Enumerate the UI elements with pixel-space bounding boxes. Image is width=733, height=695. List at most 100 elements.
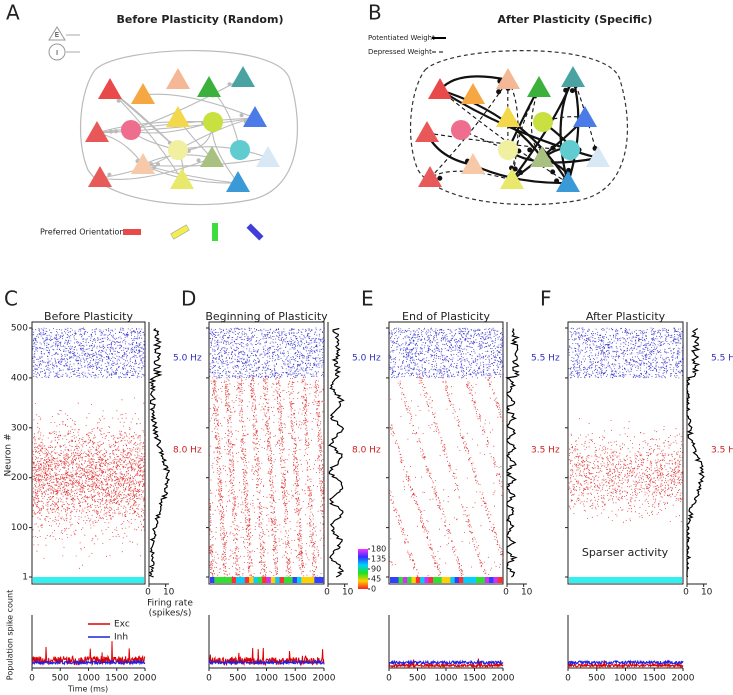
excitatory-neuron: [500, 168, 524, 189]
exc-rate: 8.0 Hz: [173, 446, 202, 456]
y-tick-label: 400: [11, 373, 28, 383]
network-outline: [409, 50, 629, 206]
excitatory-neuron: [200, 146, 224, 167]
x-tick-label: 1000: [435, 674, 458, 684]
x-tick-label: 10: [163, 588, 175, 598]
orientation-strip: [314, 577, 319, 583]
orientation-strip: [270, 577, 276, 583]
orientation-strip: [249, 577, 254, 583]
legend-text: Depressed Weight: [368, 48, 432, 56]
rate-trace: [505, 328, 521, 578]
inh-pop-trace: [31, 659, 146, 666]
orientation-strip: [497, 577, 503, 583]
orientation-strip: [266, 577, 272, 583]
orientation-strip: [288, 577, 293, 583]
synapse: [527, 147, 533, 153]
orientation-strip: [463, 577, 468, 583]
synapse: [156, 162, 160, 167]
y-tick-label: 300: [11, 423, 28, 433]
orientation-strip: [484, 577, 490, 583]
panel-title: End of Plasticity: [402, 310, 490, 323]
orientation-strip: [467, 577, 473, 583]
inh-pop-trace: [208, 659, 325, 666]
orientation-label: Preferred Orientation: [40, 228, 124, 237]
panel-label: B: [368, 1, 382, 25]
exc-spikes: [389, 377, 504, 578]
x-tick-label: 1500: [463, 674, 486, 684]
orientation-strip: [424, 577, 430, 583]
x-tick-label: 0: [565, 674, 571, 684]
x-tick-label: 500: [52, 674, 69, 684]
inh-pop-trace: [388, 659, 504, 666]
legend-text: Potentiated Weight: [368, 34, 435, 42]
orientation-strip: [493, 577, 498, 583]
synapse: [518, 170, 524, 176]
exc-rate: 3.5 Hz: [531, 446, 560, 456]
orientation-strip: [390, 577, 395, 583]
orientation-strip: [218, 577, 224, 583]
inh-spikes: [32, 327, 146, 379]
excitatory-neuron: [496, 68, 520, 89]
rate-x-label: Firing rate: [147, 599, 193, 609]
orientation-bar: [170, 224, 190, 240]
network: [409, 50, 629, 206]
inhibitory-neuron: [451, 120, 471, 140]
rate-trace: [686, 327, 705, 578]
inh-rate: 5.5 Hz: [711, 354, 733, 364]
orientation-strip: [279, 577, 285, 583]
x-tick-label: 0: [386, 674, 392, 684]
raster-frame: [567, 321, 684, 585]
legend-circle: [48, 43, 66, 61]
exc-spikes: [209, 377, 325, 578]
synapse: [566, 167, 572, 173]
excitatory-neuron: [88, 166, 112, 187]
orientation-strip: [244, 577, 250, 583]
x-tick-label: 1000: [255, 674, 278, 684]
raster-frame: [208, 321, 325, 585]
panel-title: Beginning of Plasticity: [205, 310, 328, 323]
orientation-bar: [123, 229, 141, 235]
orientation-strip: [305, 577, 311, 583]
colorbar-label: 45: [371, 575, 381, 584]
x-tick-label: 0: [29, 674, 35, 684]
panel-title: Before Plasticity (Random): [117, 13, 284, 26]
orientation-strip: [236, 577, 241, 583]
exc-pop-trace: [567, 660, 684, 669]
legend-triangle: [48, 26, 66, 41]
rate-trace: [328, 327, 345, 578]
exc-spikes: [568, 418, 684, 523]
excitatory-neuron: [85, 121, 109, 142]
rate-trace: [148, 328, 170, 578]
orientation-strip: [398, 577, 404, 583]
x-tick-label: 2000: [313, 674, 336, 684]
orientation-strip: [471, 577, 477, 583]
synapse: [569, 88, 575, 94]
orientation-strip: [489, 577, 494, 583]
synapse: [227, 82, 232, 87]
orientation-strip: [441, 577, 447, 583]
exc-rate: 3.5 Hz: [711, 446, 733, 456]
excitatory-neuron: [461, 153, 485, 174]
excitatory-neuron: [428, 78, 452, 99]
x-tick-label: 500: [409, 674, 426, 684]
colorbar-label: 90: [371, 565, 381, 574]
raster-frame: [388, 321, 504, 585]
exc-pop-trace: [388, 658, 504, 669]
x-tick-label: 0: [683, 588, 689, 598]
orientation-strip: [402, 577, 408, 583]
legend-i: I: [56, 49, 58, 57]
pop-x-label: Time (ms): [67, 685, 108, 694]
panel-label: D: [181, 287, 196, 311]
orientation-strip: [33, 577, 144, 583]
panel-title: Before Plasticity: [44, 310, 133, 323]
panel-title: After Plasticity: [586, 310, 666, 323]
excitatory-neuron: [166, 106, 190, 127]
orientation-strip: [309, 577, 315, 583]
excitatory-neuron: [418, 166, 442, 187]
connection: [142, 164, 239, 184]
orientation-strip: [450, 577, 455, 583]
excitatory-neuron: [527, 76, 551, 97]
excitatory-neuron: [496, 106, 520, 127]
orientation-strip: [415, 577, 421, 583]
raster-frame: [31, 321, 146, 585]
